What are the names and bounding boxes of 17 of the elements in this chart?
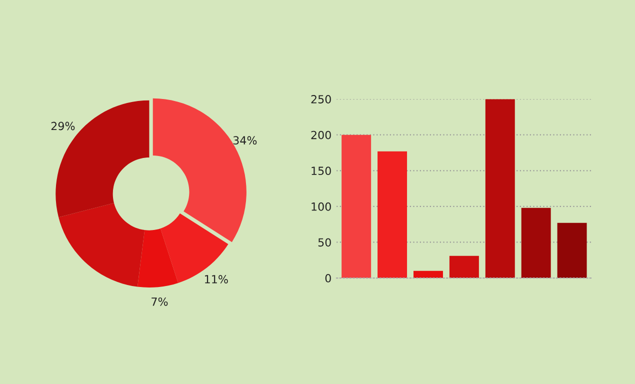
data-label: 7% <box>152 297 168 306</box>
data-label: 29% <box>51 122 75 130</box>
y-tick-label: 150 <box>312 166 331 176</box>
bar <box>449 256 479 278</box>
y-tick-label: 0 <box>325 274 331 282</box>
y-tick-label: 50 <box>318 238 331 247</box>
y-tick-label: 100 <box>312 202 331 211</box>
bar <box>557 222 587 278</box>
bar <box>378 151 408 278</box>
y-tick-label: 200 <box>311 130 331 140</box>
y-tick-label: 250 <box>311 95 331 104</box>
bar <box>485 99 515 278</box>
bar <box>521 208 551 278</box>
bar <box>342 134 372 278</box>
bar <box>413 270 443 278</box>
data-label: 11% <box>205 275 228 284</box>
data-label: 34% <box>233 136 257 145</box>
